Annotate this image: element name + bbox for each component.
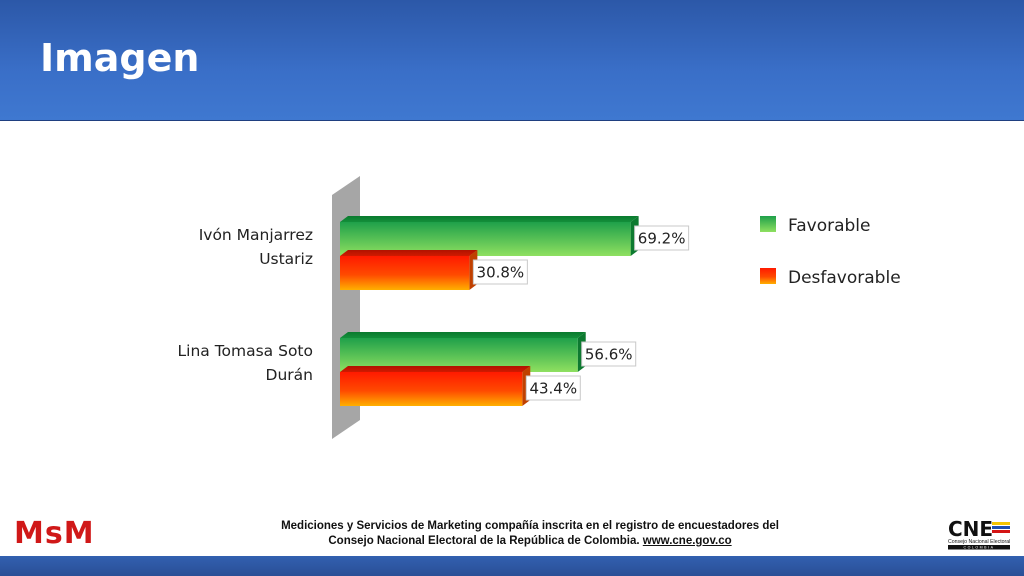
value-label-desfavorable-1: 30.8% (472, 259, 528, 285)
cne-logo: CNE Consejo Nacional Electoral COLOMBIA (948, 517, 1010, 550)
bar-desfavorable-1 (340, 250, 478, 290)
value-label-favorable-2: 56.6% (581, 341, 637, 367)
bars-group (340, 216, 639, 406)
value-labels: 69.2% 30.8% 56.6% 43.4% (472, 225, 690, 401)
msm-logo: MsM (14, 516, 95, 551)
svg-text:56.6%: 56.6% (585, 346, 633, 364)
footer-bar (0, 556, 1024, 576)
footer-disclaimer: Mediciones y Servicios de Marketing comp… (250, 519, 810, 549)
footer-line-1: Mediciones y Servicios de Marketing comp… (281, 520, 779, 532)
slide-header: Imagen (0, 0, 1024, 121)
value-label-favorable-1: 69.2% (634, 225, 690, 251)
slide-title: Imagen (40, 36, 200, 80)
category-labels: Ivón Manjarrez Ustariz Lina Tomasa Soto Dur… (178, 226, 314, 384)
bar-chart: Ivón Manjarrez Ustariz Lina Tomasa Soto Dur… (178, 176, 901, 439)
footer-line-2: Consejo Nacional Electoral de la Repúbli… (250, 534, 810, 549)
cne-logo-country: COLOMBIA (964, 546, 995, 550)
legend: Favorable Desfavorable (760, 216, 901, 288)
legend-item-desfavorable: Desfavorable (760, 268, 901, 288)
category-label-2: Lina Tomasa Soto Durán (178, 342, 314, 384)
category-label-1: Ivón Manjarrez Ustariz (199, 226, 313, 268)
cne-logo-subtitle: Consejo Nacional Electoral (948, 539, 1010, 545)
svg-text:43.4%: 43.4% (529, 380, 577, 398)
svg-text:69.2%: 69.2% (638, 230, 686, 248)
value-label-desfavorable-2: 43.4% (525, 375, 581, 401)
cne-logo-letters: CNE (948, 517, 993, 541)
cne-website-link[interactable]: www.cne.gov.co (642, 535, 732, 547)
svg-text:Desfavorable: Desfavorable (788, 268, 901, 288)
bar-desfavorable-2 (340, 366, 531, 406)
footer-line-2-text: Consejo Nacional Electoral de la Repúbli… (328, 535, 640, 547)
legend-item-favorable: Favorable (760, 216, 870, 236)
svg-text:30.8%: 30.8% (477, 264, 525, 282)
svg-text:Favorable: Favorable (788, 216, 870, 236)
